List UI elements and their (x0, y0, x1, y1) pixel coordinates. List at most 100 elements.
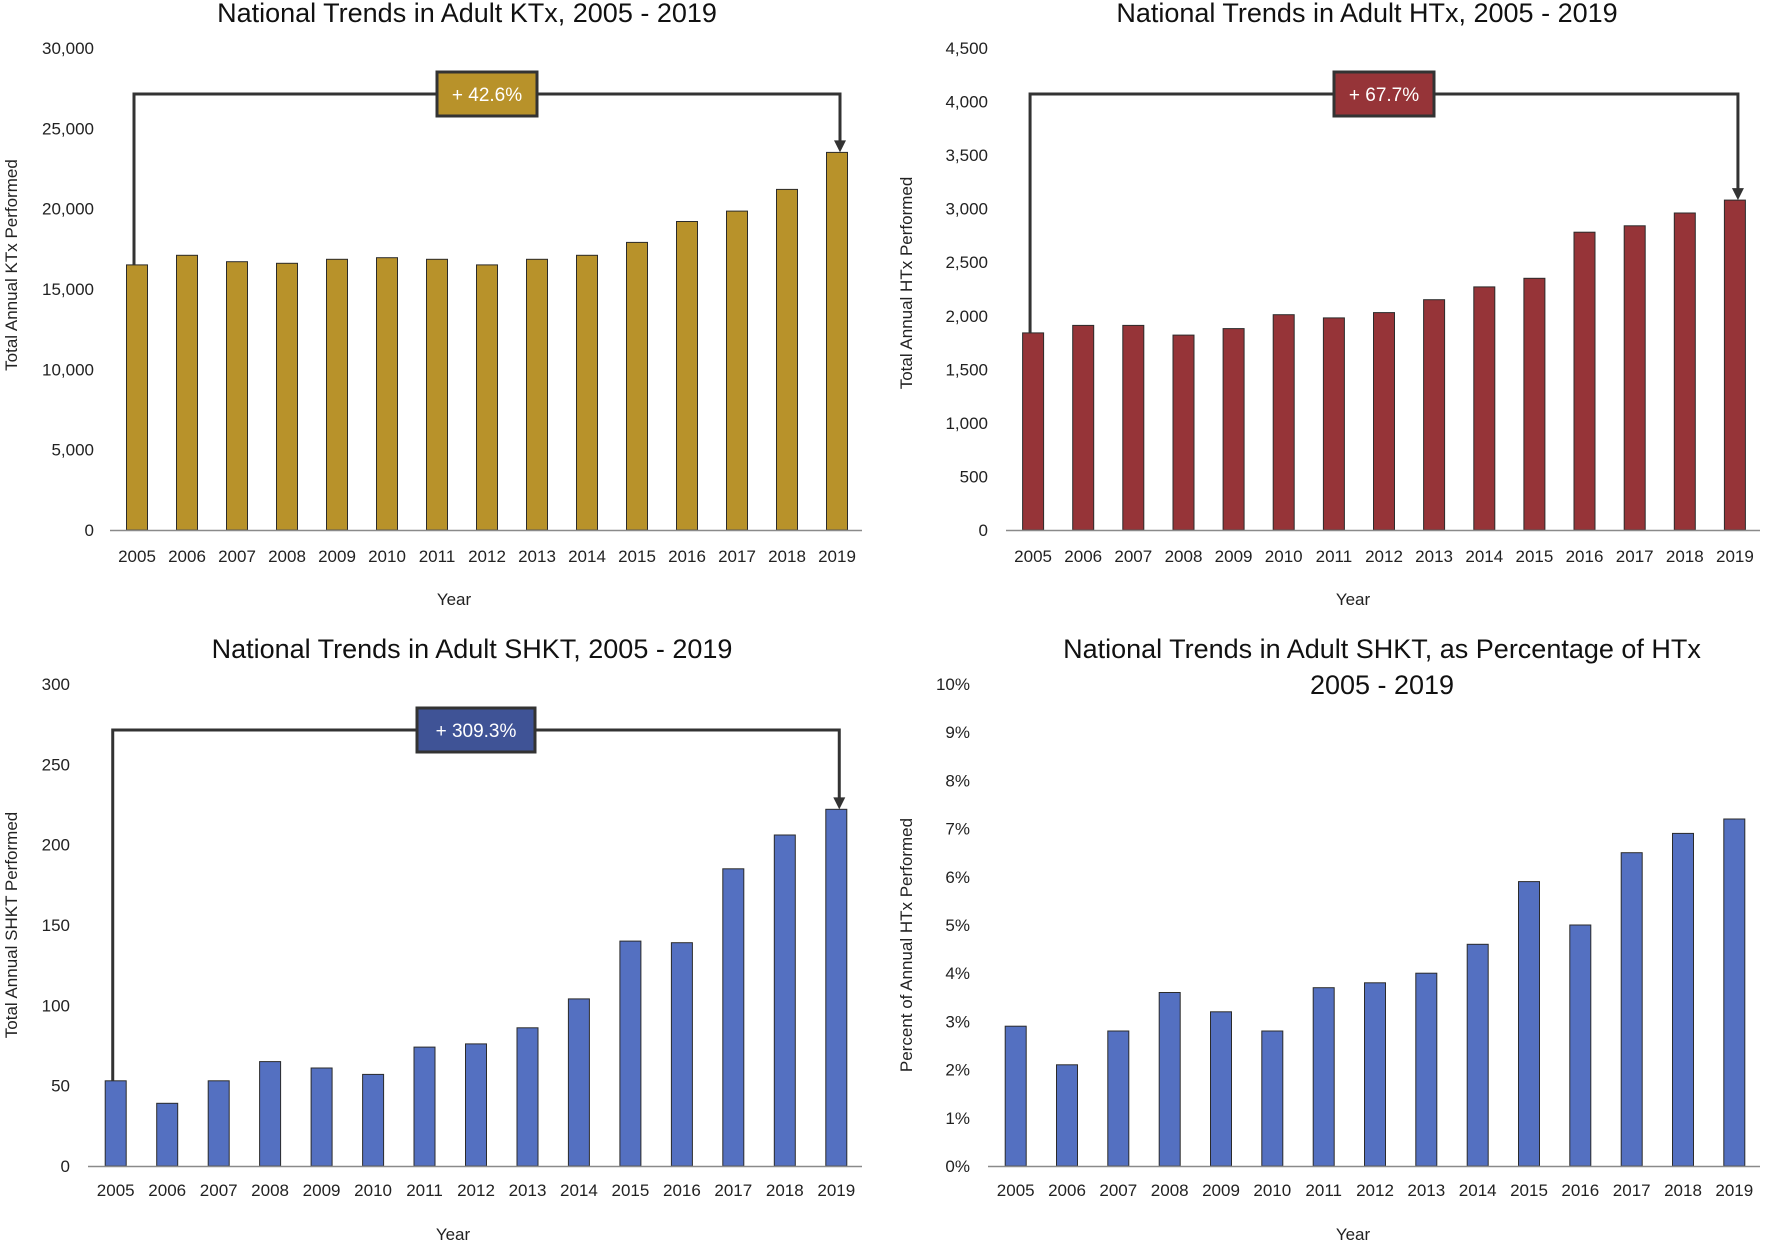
bar-2016 (670, 942, 693, 1167)
x-tick-label: 2012 (1356, 1181, 1394, 1200)
chart-title: National Trends in Adult SHKT, as Percen… (1063, 634, 1701, 664)
x-tick-labels: 2005 2006 2007 2008 2009 2010 2011 2012 2013 2014… (118, 547, 856, 566)
bar-2009 (1222, 328, 1245, 531)
bar-2016 (1573, 231, 1596, 531)
x-tick-label: 2019 (817, 1181, 855, 1200)
x-tick-label: 2008 (1165, 547, 1203, 566)
x-tick-label: 2007 (1114, 547, 1152, 566)
chart-title: National Trends in Adult KTx, 2005 - 201… (217, 0, 717, 28)
y-tick-label: 7% (945, 820, 970, 839)
bar-2008 (259, 1061, 282, 1167)
bar-2016 (676, 221, 698, 531)
bar-2011 (1312, 987, 1335, 1167)
bar-2018 (1673, 212, 1696, 531)
bar-2008 (1158, 992, 1181, 1167)
bar-2007 (226, 261, 248, 531)
y-tick-labels: 0 5,000 10,000 15,000 20,000 25,000 30,000 (42, 39, 94, 540)
bar-2006 (1072, 324, 1095, 531)
y-tick-label: 200 (42, 836, 70, 855)
chart-panel-shkt: National Trends in Adult SHKT, 2005 - 20… (2, 634, 862, 1244)
y-tick-label: 5% (945, 916, 970, 935)
bar-2009 (326, 258, 348, 531)
x-tick-label: 2017 (1616, 547, 1654, 566)
bar-2006 (1056, 1064, 1078, 1167)
y-tick-label: 150 (42, 916, 70, 935)
chart-panel-htx: National Trends in Adult HTx, 2005 - 201… (897, 0, 1760, 609)
x-tick-label: 2008 (251, 1181, 289, 1200)
bar-2010 (1272, 314, 1295, 531)
y-axis-label: Total Annual SHKT Performed (2, 812, 21, 1038)
y-axis-label: Total Annual KTx Performed (2, 159, 21, 371)
x-tick-label: 2007 (200, 1181, 238, 1200)
bar-2015 (619, 940, 642, 1167)
bar-2007 (1122, 324, 1145, 531)
x-tick-label: 2005 (97, 1181, 135, 1200)
x-tick-labels: 2005 2006 2007 2008 2009 2010 2011 2012 2013 2014… (97, 1181, 855, 1200)
x-tick-label: 2006 (148, 1181, 186, 1200)
x-tick-label: 2018 (1666, 547, 1704, 566)
bar-2016 (1569, 924, 1592, 1167)
x-tick-label: 2005 (997, 1181, 1035, 1200)
y-tick-label: 10% (936, 675, 970, 694)
bar-2007 (1107, 1030, 1130, 1167)
x-tick-label: 2011 (1316, 547, 1353, 566)
y-tick-label: 0 (979, 521, 988, 540)
y-tick-label: 2,500 (945, 253, 988, 272)
x-tick-label: 2018 (766, 1181, 804, 1200)
x-tick-label: 2015 (611, 1181, 649, 1200)
x-axis-label: Year (437, 590, 472, 609)
bar-2009 (1210, 1011, 1232, 1167)
x-tick-label: 2005 (1014, 547, 1052, 566)
bars (1022, 199, 1746, 531)
x-tick-label: 2008 (1151, 1181, 1189, 1200)
y-tick-label: 2% (945, 1061, 970, 1080)
bar-2012 (1364, 982, 1386, 1167)
bar-2006 (156, 1102, 179, 1167)
y-tick-label: 6% (945, 868, 970, 887)
x-tick-label: 2005 (118, 547, 156, 566)
y-tick-label: 4% (945, 964, 970, 983)
y-tick-label: 1% (945, 1109, 970, 1128)
callout-arrowhead (1731, 188, 1744, 201)
callout-arrowhead (833, 797, 846, 810)
bar-2017 (1620, 852, 1643, 1167)
y-tick-label: 10,000 (42, 360, 94, 379)
y-tick-labels: 0 500 1,000 1,500 2,000 2,500 3,000 3,500 4,000 4… (945, 39, 988, 540)
x-tick-label: 2013 (1407, 1181, 1445, 1200)
y-tick-label: 100 (42, 996, 70, 1015)
bar-2007 (207, 1080, 230, 1167)
x-tick-label: 2006 (168, 547, 206, 566)
bar-2014 (567, 998, 590, 1167)
y-tick-label: 25,000 (42, 119, 94, 138)
x-tick-label: 2012 (468, 547, 506, 566)
x-tick-label: 2016 (668, 547, 706, 566)
x-tick-label: 2013 (509, 1181, 547, 1200)
callout-label: + 67.7% (1349, 85, 1419, 106)
x-tick-label: 2011 (406, 1181, 443, 1200)
x-tick-label: 2017 (718, 547, 756, 566)
x-tick-label: 2010 (354, 1181, 392, 1200)
x-tick-label: 2019 (1715, 1181, 1753, 1200)
y-tick-labels: 0% 1% 2% 3% 4% 5% 6% 7% 8% 9% 10% (936, 675, 970, 1176)
x-tick-label: 2007 (1099, 1181, 1137, 1200)
chart-panel-ktx: National Trends in Adult KTx, 2005 - 201… (2, 0, 862, 609)
bar-2005 (1022, 332, 1045, 531)
x-tick-label: 2017 (1613, 1181, 1651, 1200)
chart-subtitle: 2005 - 2019 (1310, 670, 1454, 700)
bar-2011 (426, 258, 448, 531)
x-axis-label: Year (436, 1225, 471, 1244)
bar-2010 (376, 257, 398, 531)
y-tick-label: 0 (61, 1157, 70, 1176)
callout-box (415, 706, 537, 754)
x-tick-label: 2018 (1664, 1181, 1702, 1200)
bar-2006 (176, 254, 198, 531)
y-tick-label: 8% (945, 771, 970, 790)
y-axis-label: Percent of Annual HTx Performed (897, 818, 916, 1072)
y-tick-label: 5,000 (51, 441, 94, 460)
x-tick-label: 2011 (1305, 1181, 1342, 1200)
bar-2014 (1473, 286, 1496, 531)
bars (104, 808, 848, 1167)
y-tick-label: 9% (945, 723, 970, 742)
y-tick-label: 1,500 (945, 360, 988, 379)
y-tick-label: 1,000 (945, 414, 988, 433)
